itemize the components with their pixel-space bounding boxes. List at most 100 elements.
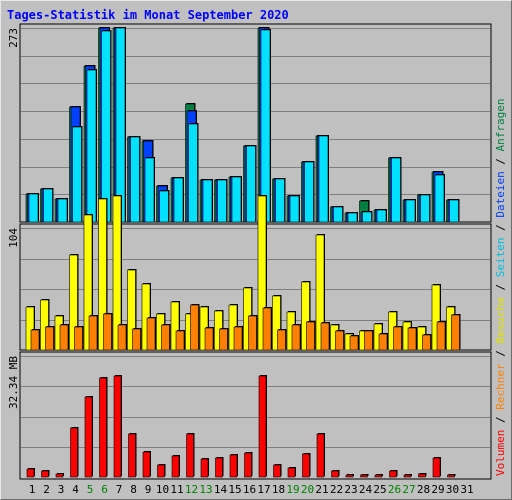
bar-rechner-day-12 bbox=[190, 304, 199, 351]
bar-rechner-day-1 bbox=[30, 329, 40, 351]
bar-volumen-day-26 bbox=[389, 470, 397, 478]
day-label-8: 8 bbox=[130, 483, 137, 496]
bar-besuche-day-2 bbox=[40, 299, 49, 351]
bar-seiten-day-29 bbox=[434, 174, 445, 223]
bar-rechner-day-13 bbox=[204, 327, 214, 351]
bar-seiten-day-1 bbox=[28, 193, 39, 223]
bar-volumen-day-12 bbox=[186, 433, 194, 478]
day-label-13: 13 bbox=[199, 483, 212, 496]
bar-rechner-day-25 bbox=[378, 333, 388, 351]
bar-seiten-day-7 bbox=[115, 27, 126, 223]
side-legend-segment: Dateien bbox=[494, 171, 507, 217]
bar-rechner-day-2 bbox=[45, 326, 54, 351]
day-label-31: 31 bbox=[460, 483, 473, 496]
panel-bottom-box bbox=[19, 351, 492, 480]
side-legend-segment: Besuche bbox=[494, 297, 507, 343]
bar-volumen-day-18 bbox=[273, 464, 281, 478]
bar-seiten-day-22 bbox=[333, 206, 343, 223]
bar-besuche-day-4 bbox=[69, 254, 78, 351]
day-label-30: 30 bbox=[446, 483, 459, 496]
day-label-3: 3 bbox=[58, 483, 65, 496]
bar-rechner-day-7 bbox=[117, 324, 127, 351]
bar-besuche-day-11 bbox=[170, 301, 180, 351]
scale-label-bottom: 32.34 MB bbox=[7, 356, 20, 409]
bar-besuche-day-1 bbox=[25, 306, 35, 351]
bar-volumen-day-5 bbox=[84, 396, 93, 478]
bar-seiten-day-11 bbox=[173, 177, 184, 223]
day-label-1: 1 bbox=[29, 483, 36, 496]
bar-volumen-day-1 bbox=[26, 468, 35, 478]
bar-rechner-day-14 bbox=[219, 328, 228, 351]
bar-rechner-day-11 bbox=[175, 330, 185, 351]
day-label-26: 26 bbox=[388, 483, 401, 496]
bar-rechner-day-15 bbox=[233, 326, 243, 351]
bar-rechner-day-9 bbox=[146, 317, 156, 351]
bar-rechner-day-5 bbox=[88, 315, 98, 351]
bar-volumen-day-8 bbox=[128, 433, 136, 478]
bar-volumen-day-16 bbox=[244, 452, 252, 478]
bar-rechner-day-24 bbox=[364, 330, 373, 351]
bar-volumen-day-20 bbox=[302, 453, 310, 478]
bar-seiten-day-18 bbox=[275, 178, 285, 223]
bar-volumen-day-2 bbox=[41, 470, 49, 478]
bar-seiten-day-21 bbox=[318, 135, 329, 223]
bar-besuche-day-6 bbox=[98, 198, 107, 351]
bar-volumen-day-15 bbox=[229, 454, 238, 478]
bar-volumen-day-3 bbox=[55, 473, 64, 478]
bar-seiten-day-4 bbox=[72, 126, 82, 223]
bar-volumen-day-28 bbox=[418, 473, 426, 478]
side-legend-segment: / bbox=[494, 410, 507, 430]
day-label-28: 28 bbox=[417, 483, 430, 496]
bar-seiten-day-17 bbox=[260, 29, 271, 223]
bar-volumen-day-10 bbox=[157, 464, 165, 478]
bar-besuche-day-5 bbox=[83, 214, 93, 351]
bar-volumen-day-25 bbox=[374, 474, 383, 478]
bar-volumen-day-9 bbox=[142, 451, 151, 478]
day-label-5: 5 bbox=[87, 483, 94, 496]
side-legend-segment: / bbox=[494, 218, 507, 238]
bar-volumen-day-27 bbox=[403, 474, 412, 478]
day-label-27: 27 bbox=[402, 483, 415, 496]
day-label-9: 9 bbox=[145, 483, 152, 496]
bar-rechner-day-21 bbox=[320, 322, 330, 351]
bar-rechner-day-28 bbox=[422, 334, 431, 351]
bar-rechner-day-26 bbox=[393, 326, 402, 351]
bar-volumen-day-13 bbox=[200, 458, 209, 478]
bar-seiten-day-5 bbox=[86, 69, 97, 223]
bar-seiten-day-25 bbox=[376, 209, 387, 223]
day-label-29: 29 bbox=[431, 483, 444, 496]
bar-seiten-day-2 bbox=[43, 188, 53, 223]
bar-volumen-day-4 bbox=[70, 427, 78, 478]
day-label-12: 12 bbox=[185, 483, 198, 496]
day-label-24: 24 bbox=[359, 483, 373, 496]
bar-besuche-day-18 bbox=[272, 295, 281, 351]
day-label-15: 15 bbox=[228, 483, 241, 496]
bar-rechner-day-4 bbox=[74, 326, 83, 351]
bar-besuche-day-20 bbox=[301, 281, 310, 351]
bar-volumen-day-11 bbox=[171, 455, 180, 478]
bar-rechner-day-20 bbox=[306, 321, 315, 351]
day-label-11: 11 bbox=[170, 483, 183, 496]
bar-seiten-day-6 bbox=[101, 30, 111, 223]
side-legend-segment: / bbox=[494, 151, 507, 171]
scale-label-top: 273 bbox=[7, 28, 20, 48]
bar-seiten-day-19 bbox=[289, 195, 300, 223]
bar-volumen-day-6 bbox=[99, 377, 107, 478]
bar-volumen-day-30 bbox=[447, 474, 455, 478]
bar-volumen-day-7 bbox=[113, 375, 122, 478]
bar-volumen-day-24 bbox=[360, 474, 368, 478]
bar-seiten-day-15 bbox=[231, 176, 242, 223]
side-legend-segment: Anfragen bbox=[494, 98, 507, 151]
bar-rechner-day-27 bbox=[407, 327, 417, 351]
bar-seiten-day-24 bbox=[362, 211, 372, 223]
day-label-20: 20 bbox=[301, 483, 314, 496]
day-label-14: 14 bbox=[214, 483, 228, 496]
bar-rechner-day-18 bbox=[277, 329, 286, 351]
bar-rechner-day-22 bbox=[335, 330, 344, 351]
bar-volumen-day-14 bbox=[215, 457, 223, 478]
bar-besuche-day-8 bbox=[127, 269, 136, 351]
bar-rechner-day-19 bbox=[291, 324, 301, 351]
bar-seiten-day-28 bbox=[420, 194, 430, 223]
bar-seiten-day-3 bbox=[57, 198, 68, 223]
bar-volumen-day-21 bbox=[316, 433, 325, 478]
